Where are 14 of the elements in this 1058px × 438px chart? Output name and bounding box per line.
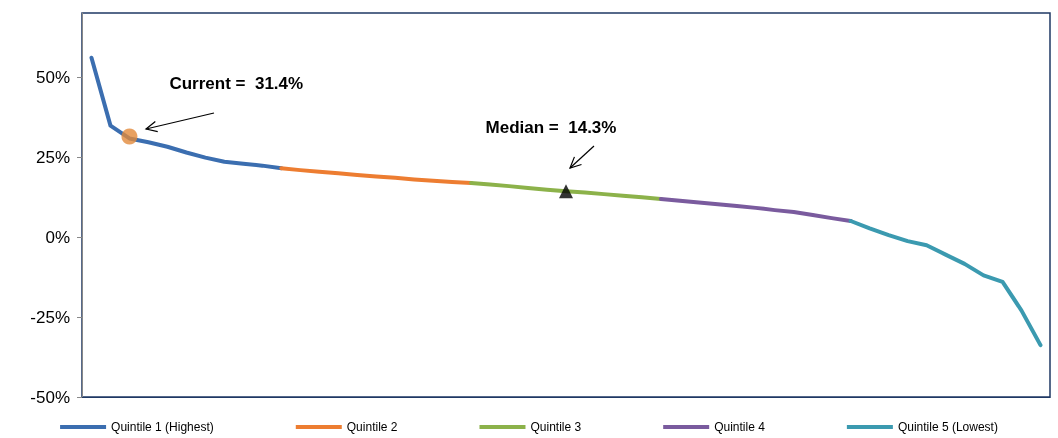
legend-label: Quintile 4 [714, 420, 766, 434]
line-series [469, 180, 663, 201]
y-tick-label: -25% [30, 307, 70, 327]
legend-label: Quintile 2 [346, 420, 398, 434]
annotation: Median = 14.3% [485, 117, 617, 137]
legend-label: Quintile 1 (Highest) [111, 420, 214, 434]
y-tick-label: 0% [45, 227, 70, 247]
y-tick-label: 50% [35, 67, 70, 87]
legend-label: Quintile 5 (Lowest) [897, 420, 998, 434]
y-tick-label: -50% [30, 387, 70, 407]
line-series [848, 219, 1043, 348]
y-tick-label: 25% [35, 147, 70, 167]
annotation: Current = 31.4% [169, 74, 304, 94]
legend-label: Quintile 3 [530, 420, 582, 434]
